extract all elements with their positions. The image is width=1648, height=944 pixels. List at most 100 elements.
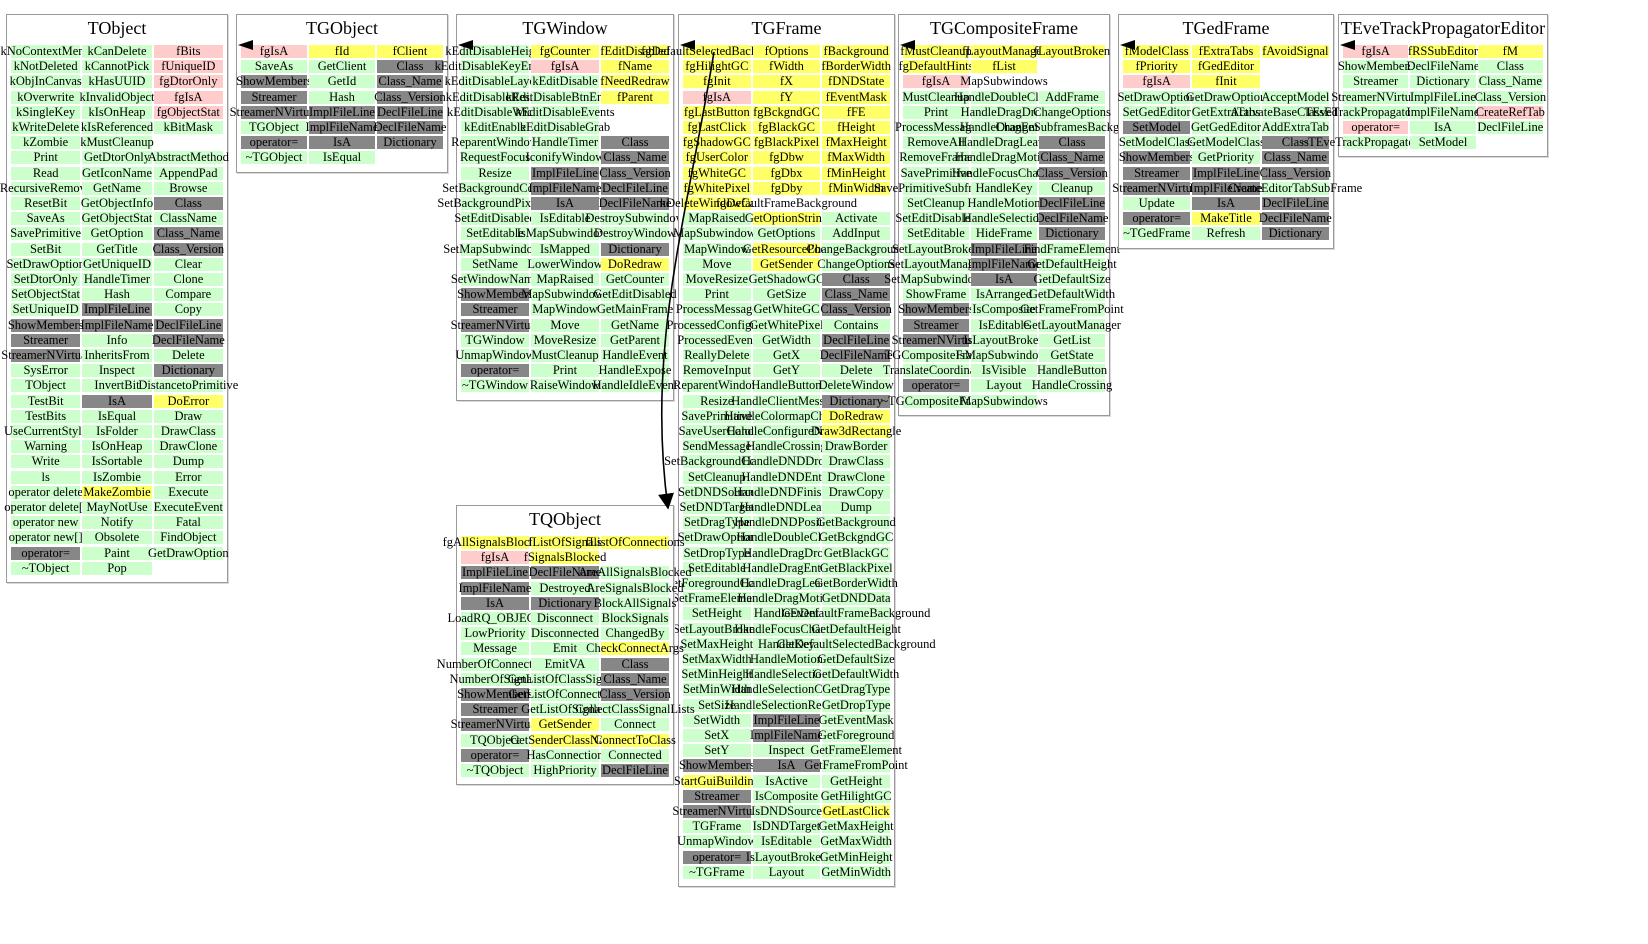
member-cell[interactable]: AppendPad xyxy=(153,166,223,180)
member-cell[interactable]: MustCleanup xyxy=(531,349,599,362)
member-cell[interactable]: fMustCleanup xyxy=(900,45,972,58)
member-cell[interactable]: GetSender xyxy=(752,257,821,271)
member-cell[interactable]: StreamerNVirtual xyxy=(1112,181,1201,195)
member-cell[interactable]: AddFrame xyxy=(1039,90,1105,104)
member-cell[interactable]: SetDropType xyxy=(683,546,751,560)
member-cell[interactable]: fSignalsBlocked xyxy=(524,551,606,565)
member-cell[interactable]: HandleDNDFinished xyxy=(733,485,840,499)
member-cell[interactable]: TranslateCoordinates xyxy=(883,364,989,378)
member-cell[interactable]: RecursiveRemove xyxy=(0,181,91,195)
member-cell[interactable]: TestBits xyxy=(11,409,81,423)
member-cell[interactable]: Contains xyxy=(822,318,890,332)
member-cell[interactable]: GetBorderWidth xyxy=(814,577,898,590)
member-cell[interactable]: SetMinHeight xyxy=(681,668,752,682)
member-cell[interactable]: fgLastButton xyxy=(683,105,751,119)
member-cell[interactable]: fgDefaultFrameBackground xyxy=(716,197,857,210)
member-cell[interactable]: FindObject xyxy=(153,531,223,545)
member-cell[interactable]: ImplFileLine xyxy=(1192,166,1260,180)
member-cell[interactable]: Delete xyxy=(822,364,890,378)
member-cell[interactable]: DoRedraw xyxy=(601,257,669,271)
member-cell[interactable]: ~TGObject xyxy=(241,151,307,165)
member-cell[interactable]: HideFrame xyxy=(971,227,1037,241)
member-cell[interactable]: SetSize xyxy=(683,698,751,712)
member-cell[interactable]: kEditDisableLayout xyxy=(445,75,545,89)
member-cell[interactable]: CreateEditorTabSubFrame xyxy=(1228,181,1362,195)
member-cell[interactable]: GetOption xyxy=(82,227,152,241)
member-cell[interactable]: fId xyxy=(309,45,375,58)
member-cell[interactable]: fBits xyxy=(153,45,223,58)
member-cell[interactable]: fRSSubEditor xyxy=(1408,45,1478,58)
member-cell[interactable]: ReallyDelete xyxy=(683,349,751,362)
member-cell[interactable]: IsA xyxy=(971,273,1037,286)
member-cell[interactable]: IsArranged xyxy=(971,288,1037,302)
member-cell[interactable]: MapRaised xyxy=(531,273,599,286)
member-cell[interactable]: fHeight xyxy=(822,121,890,134)
member-cell[interactable]: Inspect xyxy=(752,744,821,758)
member-cell[interactable]: kInvalidObject xyxy=(80,90,154,104)
member-cell[interactable]: GetSize xyxy=(752,288,821,302)
member-cell[interactable]: ResetBit xyxy=(11,197,81,210)
member-cell[interactable]: GetDNDData xyxy=(822,592,891,606)
member-cell[interactable]: IsEditable xyxy=(531,212,599,226)
member-cell[interactable]: HandleDragLeave xyxy=(741,577,832,590)
member-cell[interactable]: fMinWidth xyxy=(822,181,890,195)
member-cell[interactable]: AddExtraTab xyxy=(1261,121,1329,134)
member-cell[interactable]: HandleKey xyxy=(971,181,1037,195)
member-cell[interactable]: Dump xyxy=(822,501,890,514)
member-cell[interactable]: ExecuteEvent xyxy=(154,501,223,514)
member-cell[interactable]: GetDefaultSelectedBackground xyxy=(777,637,936,651)
member-cell[interactable]: SetEditable xyxy=(683,561,751,575)
member-cell[interactable]: Class xyxy=(1477,60,1543,74)
member-cell[interactable]: SetBit xyxy=(11,242,81,256)
member-cell[interactable]: ReparentWindow xyxy=(673,379,761,393)
member-cell[interactable]: AreAllSignalsBlocked xyxy=(578,566,692,580)
member-cell[interactable]: GetResourcePool xyxy=(743,242,830,256)
member-cell[interactable]: ProcessedEvent xyxy=(677,333,756,347)
member-cell[interactable]: operator= xyxy=(1343,121,1409,134)
member-cell[interactable]: GetObjectStat xyxy=(82,212,152,226)
member-cell[interactable]: GetDefaultWidth xyxy=(1029,288,1115,302)
member-cell[interactable]: SetX xyxy=(683,729,751,742)
member-cell[interactable]: HandleDragMotion xyxy=(955,151,1053,165)
member-cell[interactable]: kObjInCanvas xyxy=(10,75,82,89)
member-cell[interactable]: Class xyxy=(1039,136,1105,150)
member-cell[interactable]: SetForegroundColor xyxy=(665,577,768,590)
member-cell[interactable]: GetListOfClassSignals xyxy=(508,672,622,686)
member-cell[interactable]: BlockSignals xyxy=(601,612,669,625)
member-cell[interactable]: ImplFileLine xyxy=(1410,90,1476,104)
member-cell[interactable]: IsEqual xyxy=(82,409,152,423)
member-cell[interactable]: HandleIdleEvent xyxy=(593,379,677,393)
member-cell[interactable]: Error xyxy=(153,470,223,484)
member-cell[interactable]: DrawCopy xyxy=(822,485,890,499)
member-cell[interactable]: DestroyWindow xyxy=(594,227,676,241)
member-cell[interactable]: GetDtorOnly xyxy=(82,151,152,165)
member-cell[interactable]: SetWidth xyxy=(683,713,751,727)
member-cell[interactable]: Print xyxy=(683,288,751,302)
member-cell[interactable]: SetLayoutBroken xyxy=(892,242,980,256)
member-cell[interactable]: HasConnection xyxy=(526,748,604,762)
member-cell[interactable]: kCanDelete xyxy=(82,45,152,58)
member-cell[interactable]: IsComposite xyxy=(752,789,821,803)
member-cell[interactable]: fgDbw xyxy=(752,151,821,165)
member-cell[interactable]: Refresh xyxy=(1192,227,1260,241)
member-cell[interactable]: DeclFileLine xyxy=(153,318,223,332)
member-cell[interactable]: SetEditable xyxy=(461,227,529,241)
member-cell[interactable]: TQObject xyxy=(461,733,529,747)
member-cell[interactable]: SetEditDisabled xyxy=(895,212,977,226)
member-cell[interactable]: ProcessMessage xyxy=(676,303,758,317)
member-cell[interactable]: HandleDoubleClick xyxy=(954,90,1054,104)
member-cell[interactable]: ChangedBy xyxy=(601,627,669,641)
member-cell[interactable]: Class_Name xyxy=(601,151,669,165)
member-cell[interactable]: StreamerNVirtual xyxy=(451,718,539,732)
member-cell[interactable]: HandleDNDDrop xyxy=(742,455,831,469)
member-cell[interactable]: fGedEditor xyxy=(1192,60,1260,74)
member-cell[interactable]: Streamer xyxy=(1123,166,1191,180)
member-cell[interactable]: IsMapSubwindows xyxy=(517,227,613,241)
member-cell[interactable]: GetMaxHeight xyxy=(819,820,894,834)
member-cell[interactable]: fEventMask xyxy=(822,90,890,104)
member-cell[interactable]: Streamer xyxy=(11,333,81,347)
member-cell[interactable]: DrawClass xyxy=(822,455,890,469)
member-cell[interactable]: NumberOfSignals xyxy=(450,672,540,686)
member-cell[interactable]: fMaxHeight xyxy=(822,136,890,150)
member-cell[interactable]: HandleButton xyxy=(1037,364,1107,378)
